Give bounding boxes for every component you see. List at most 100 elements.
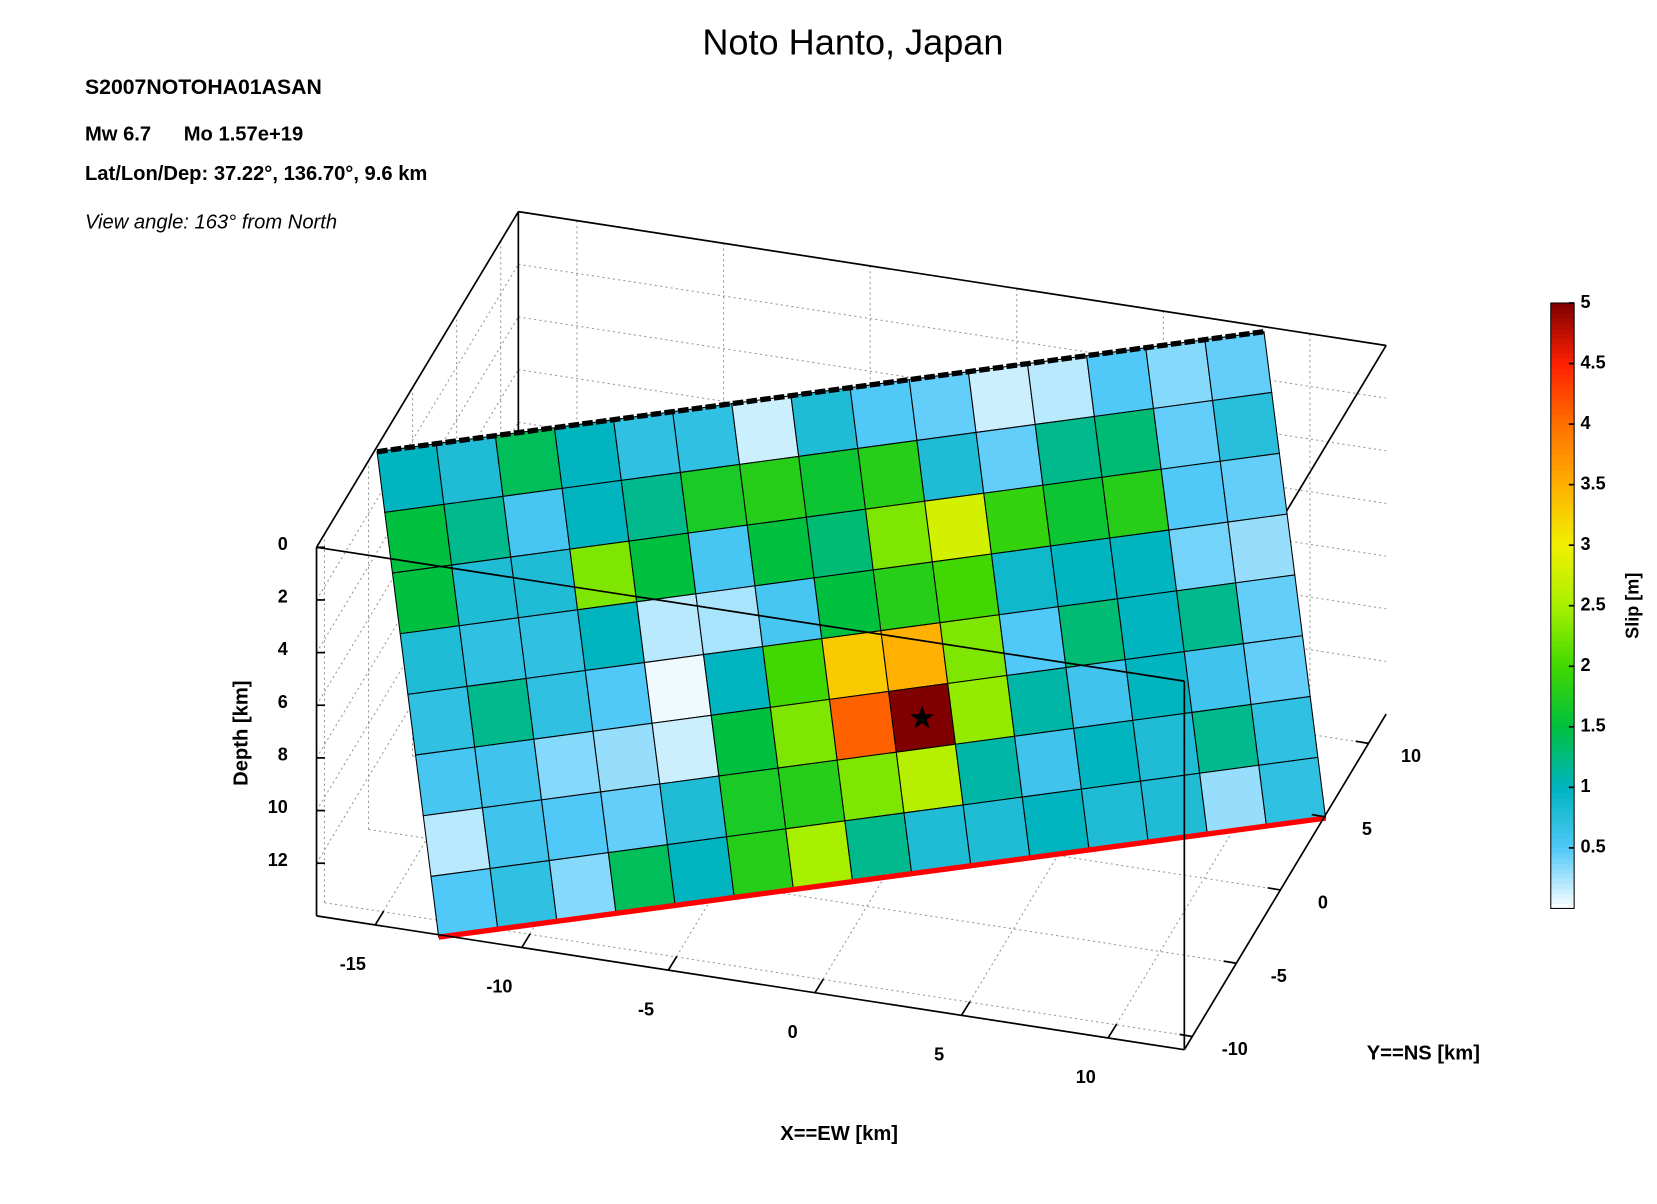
slip-cell	[474, 738, 543, 809]
colorbar-slice	[1550, 489, 1575, 496]
x-tick-label: -15	[340, 954, 366, 974]
slip-cell	[762, 638, 831, 708]
tick-mark	[521, 933, 531, 948]
colorbar-slice	[1550, 424, 1575, 430]
colorbar-slice	[1550, 630, 1575, 637]
grid-line	[316, 421, 519, 759]
colorbar-slice	[1550, 565, 1575, 572]
z-tick-label: 6	[278, 692, 288, 712]
slip-cell	[510, 548, 579, 619]
colorbar-slice	[1550, 666, 1575, 672]
colorbar-slice	[1550, 741, 1575, 748]
slip-cell	[908, 371, 977, 442]
colorbar-slice	[1550, 847, 1575, 854]
slip-cell	[672, 403, 741, 474]
slip-cell	[407, 685, 476, 756]
colorbar-slice	[1550, 757, 1575, 763]
slip-cell	[857, 439, 926, 510]
slip-cell	[967, 363, 1036, 434]
colorbar-slice	[1550, 777, 1575, 783]
grid-line	[316, 474, 519, 811]
colorbar-slice	[1550, 454, 1575, 461]
colorbar-slice	[1550, 413, 1575, 420]
colorbar-slice	[1550, 439, 1575, 445]
slip-cell	[726, 828, 795, 899]
magnitude: Mw 6.7	[85, 124, 151, 146]
slip-cell	[679, 463, 748, 534]
slip-cell	[666, 836, 735, 906]
colorbar-slice	[1550, 373, 1575, 380]
slip-cell	[1160, 460, 1229, 531]
slip-cell	[1175, 582, 1244, 653]
colorbar-slice	[1550, 600, 1575, 607]
slip-cell	[620, 471, 689, 542]
colorbar-slice	[1550, 514, 1575, 521]
colorbar-slice	[1550, 323, 1575, 329]
colorbar-slice	[1550, 545, 1575, 551]
colorbar-slice	[1550, 449, 1575, 455]
colorbar-slice	[1550, 429, 1575, 435]
colorbar-slice	[1550, 681, 1575, 688]
slip-cell	[1219, 452, 1288, 523]
grid-line	[374, 588, 578, 926]
colorbar-slice	[1550, 873, 1575, 879]
colorbar-slice	[1550, 368, 1575, 375]
chart-title: Noto Hanto, Japan	[702, 21, 1003, 62]
slip-cell	[1191, 703, 1260, 774]
colorbar-slice	[1550, 731, 1575, 738]
slip-cell	[1235, 574, 1304, 645]
box-edge	[518, 210, 1387, 347]
slip-cell	[924, 492, 993, 563]
slip-cell	[1021, 788, 1090, 859]
grid-line	[316, 527, 519, 864]
colorbar-slice	[1550, 484, 1575, 491]
slip-cell	[1042, 476, 1111, 547]
fault-bottom	[438, 815, 1326, 940]
slip-cell	[895, 743, 964, 814]
slip-cell	[391, 564, 460, 635]
slip-cell	[525, 669, 594, 740]
slip-cell	[754, 577, 823, 648]
colorbar-slice	[1550, 474, 1575, 481]
plot-area: ★ 0 2 4 6 8 10 12 -15 -10 -5 0 5 10 -10 -5 0 5 10 0.5 1 1.5 2 2…	[268, 210, 1606, 1087]
slip-cell	[687, 524, 756, 595]
colorbar-slice	[1550, 302, 1575, 309]
slip-cell	[458, 617, 527, 688]
slip-cell	[1124, 651, 1193, 721]
slip-cell	[872, 561, 941, 632]
slip-cell	[695, 585, 764, 656]
colorbar-slice	[1550, 721, 1575, 728]
grid-line	[667, 634, 871, 971]
colorbar-slice	[1550, 863, 1575, 869]
z-tick-label: 0	[278, 534, 288, 554]
colorbar-slice	[1550, 535, 1575, 541]
colorbar-slice	[1550, 408, 1575, 415]
colorbar-slice	[1550, 726, 1575, 733]
colorbar-slice	[1550, 313, 1575, 319]
slip-cell	[1101, 468, 1170, 539]
colorbar-slice	[1550, 388, 1575, 395]
z-tick-label: 4	[278, 639, 288, 659]
colorbar-slice	[1550, 661, 1575, 667]
tick-mark	[1107, 1023, 1118, 1039]
slip-cell	[1109, 529, 1178, 600]
x-axis	[316, 915, 1185, 1051]
colorbar-slice	[1550, 893, 1575, 899]
colorbar-slice	[1550, 752, 1575, 758]
slip-cell	[1049, 537, 1119, 608]
grid-line	[814, 656, 1018, 994]
slip-cell	[1211, 391, 1280, 462]
slip-cell	[422, 807, 491, 878]
y-axis	[1183, 713, 1387, 1051]
slip-cell	[1006, 666, 1075, 737]
colorbar-slice	[1550, 746, 1575, 753]
colorbar-tick-label: 5	[1581, 292, 1591, 312]
slip-cell	[947, 674, 1016, 745]
slip-cell	[738, 455, 807, 526]
colorbar-slice	[1550, 802, 1575, 809]
colorbar-slice	[1550, 383, 1575, 390]
slip-cell	[569, 540, 638, 611]
colorbar-slice	[1550, 706, 1575, 713]
tick-mark	[960, 1001, 971, 1016]
slip-cell	[798, 447, 867, 518]
